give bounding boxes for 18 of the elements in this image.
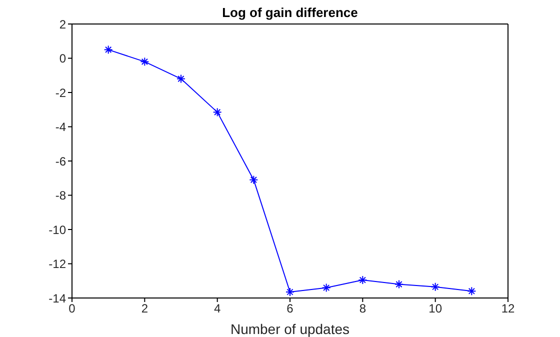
- y-tick-label: -14: [48, 291, 66, 306]
- y-tick-label: -4: [55, 120, 66, 134]
- x-tick-label: 2: [141, 302, 148, 316]
- x-tick-label: 12: [501, 302, 515, 316]
- y-tick-label: -10: [48, 222, 66, 237]
- y-tick-label: 2: [59, 17, 66, 32]
- y-tick-label: -6: [55, 154, 66, 168]
- x-tick-label: 4: [214, 302, 221, 316]
- y-tick-label: -12: [48, 257, 66, 272]
- x-tick-label: 6: [286, 302, 294, 316]
- y-tick-label: -2: [55, 86, 66, 100]
- y-tick-label: 0: [59, 52, 66, 66]
- y-tick-label: -8: [55, 188, 66, 203]
- x-tick-label: 8: [359, 302, 366, 316]
- x-tick-label: 0: [68, 302, 76, 316]
- x-tick-label: 10: [428, 302, 442, 316]
- x-axis-title: Number of updates: [230, 321, 350, 337]
- chart-title: Log of gain difference: [221, 5, 359, 20]
